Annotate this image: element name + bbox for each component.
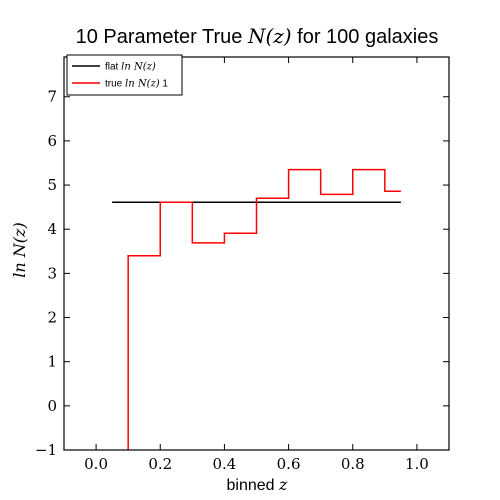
y-tick-label: 7 [47,88,57,106]
legend: flat ln N(z) true ln N(z) 1 [66,54,183,96]
series-line-true [127,168,401,450]
plot-frame [63,56,450,451]
legend-flat-math: ln N(z) [121,62,156,73]
x-axis-label-text: binned [227,477,280,494]
y-tick-label: 4 [47,220,57,238]
legend-entry-flat: flat ln N(z) [105,62,156,73]
y-tick-label: 5 [47,176,57,194]
y-axis-label: ln N(z) [10,222,29,277]
legend-true-suffix: 1 [160,79,169,90]
y-tick-label: 1 [47,353,57,371]
x-axis-label-math: z [278,475,288,494]
legend-true-text: true [105,79,125,90]
legend-entry-true: true ln N(z) 1 [105,79,168,90]
legend-box [66,54,183,96]
x-axis-label: binned z [227,475,289,494]
legend-flat-text: flat [105,62,121,73]
plot-area [112,168,401,450]
legend-true-math: ln N(z) [125,79,160,90]
x-tick-label: 0.0 [84,455,108,473]
x-tick-label: 0.6 [277,455,301,473]
x-tick-label: 0.4 [212,455,236,473]
chart-title-suffix: for 100 galaxies [292,26,439,48]
y-tick-label: 0 [47,397,57,415]
chart-title: 10 Parameter True N(z) for 100 galaxies [76,24,439,48]
y-tick-label: −1 [35,441,57,459]
x-tick-label: 0.2 [148,455,172,473]
y-tick-label: 6 [47,132,57,150]
chart-title-prefix: 10 Parameter True [76,26,248,48]
x-tick-label: 1.0 [405,455,429,473]
x-tick-label: 0.8 [341,455,365,473]
chart-title-math: N(z) [247,24,292,48]
axis-tick-labels: 0.0 0.2 0.4 0.6 0.8 1.0 −1 0 1 2 3 4 5 6 7 [35,88,429,473]
y-tick-label: 2 [47,309,57,327]
y-tick-label: 3 [47,264,57,282]
